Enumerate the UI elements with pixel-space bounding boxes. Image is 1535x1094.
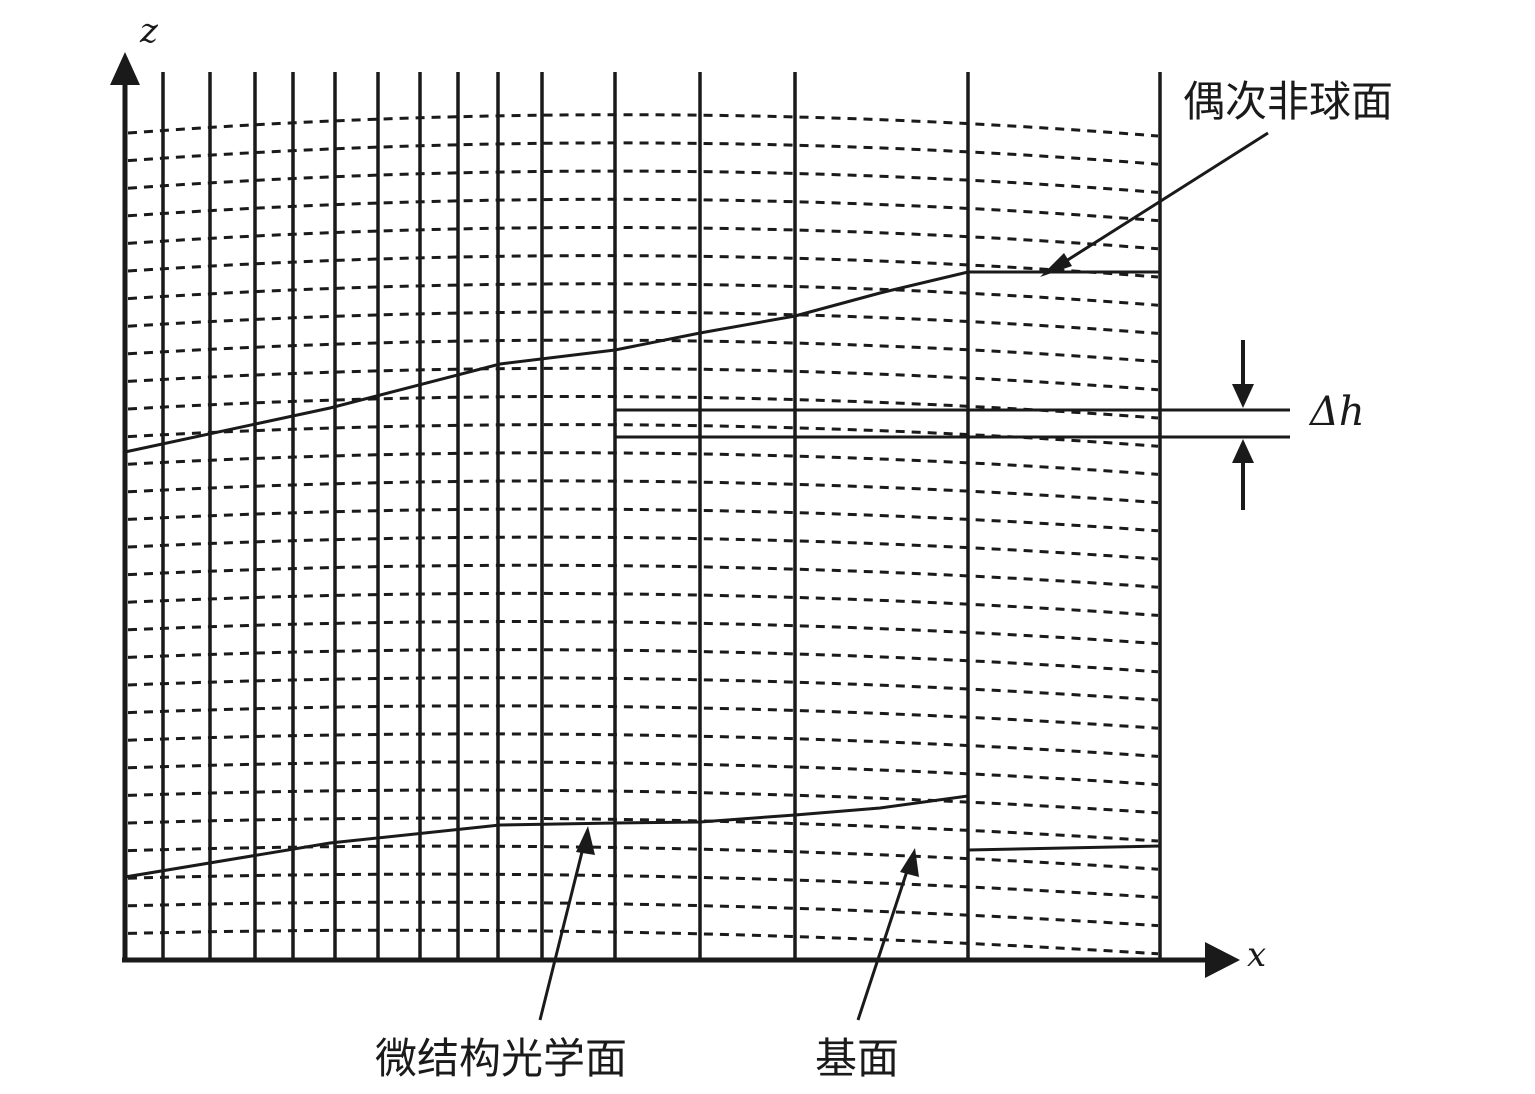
x-axis-label: x bbox=[1247, 935, 1266, 975]
base-surface-leader-arrow bbox=[856, 848, 919, 1021]
dashed-ray bbox=[127, 563, 1159, 589]
dashed-ray bbox=[127, 507, 1159, 533]
delta-h-label: Δh bbox=[1308, 389, 1365, 435]
dashed-ray bbox=[127, 169, 1159, 194]
dashed-ray bbox=[127, 141, 1159, 166]
dashed-ray bbox=[127, 620, 1159, 646]
dashed-ray bbox=[127, 844, 1159, 871]
even-asphere-label: 偶次非球面 bbox=[1183, 77, 1393, 126]
dashed-ray bbox=[127, 900, 1159, 928]
microstructure-surface-label: 微结构光学面 bbox=[375, 1034, 627, 1083]
dashed-ray bbox=[127, 816, 1159, 843]
dashed-ray bbox=[127, 423, 1159, 448]
dashed-ray bbox=[127, 338, 1159, 364]
dashed-ray bbox=[127, 254, 1159, 279]
microstructure-leader-arrow bbox=[538, 826, 595, 1021]
dashed-ray bbox=[127, 366, 1159, 392]
dashed-ray bbox=[127, 788, 1159, 815]
dashed-ray bbox=[127, 451, 1159, 476]
delta-h-arrow-down bbox=[1232, 340, 1254, 408]
dashed-ray bbox=[127, 479, 1159, 505]
dashed-ray bbox=[127, 760, 1159, 787]
base-surface-label: 基面 bbox=[815, 1034, 899, 1083]
even-asphere-surface bbox=[124, 270, 1160, 454]
base-surface-curve bbox=[124, 794, 1161, 879]
dashed-ray bbox=[127, 704, 1159, 730]
even-asphere-leader-arrow bbox=[1040, 131, 1269, 277]
dashed-ray bbox=[127, 394, 1159, 420]
dashed-ray bbox=[127, 648, 1159, 674]
delta-h-arrow-up bbox=[1232, 439, 1254, 510]
z-axis bbox=[110, 52, 140, 960]
zone-boundary-lines bbox=[161, 72, 1162, 960]
dashed-ray bbox=[127, 732, 1159, 758]
dashed-ray bbox=[127, 310, 1159, 335]
dashed-ray-lines bbox=[127, 113, 1159, 956]
dashed-ray bbox=[127, 928, 1159, 956]
delta-h-offset-lines bbox=[615, 408, 1290, 439]
dashed-ray bbox=[127, 872, 1159, 899]
x-axis bbox=[122, 942, 1240, 978]
dashed-ray bbox=[127, 676, 1159, 702]
dashed-ray bbox=[127, 197, 1159, 223]
dashed-ray bbox=[127, 113, 1159, 138]
dashed-ray bbox=[127, 282, 1159, 307]
dashed-ray bbox=[127, 591, 1159, 617]
dashed-ray bbox=[127, 535, 1159, 561]
z-axis-label: z bbox=[139, 11, 159, 51]
dashed-ray bbox=[127, 225, 1159, 251]
